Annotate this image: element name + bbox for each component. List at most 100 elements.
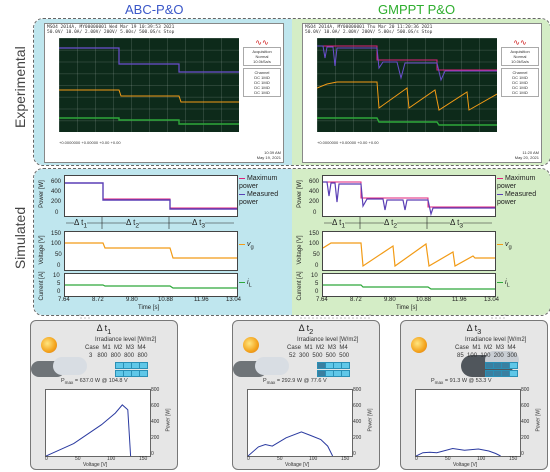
sim-left-current-ylabel: Current [A] <box>39 271 45 301</box>
pv-module-grid <box>485 362 518 377</box>
tick-label: 50 <box>313 252 320 258</box>
current-line <box>323 284 495 290</box>
pv-module-grid <box>115 362 148 377</box>
scope-trace-voltage-left <box>59 89 239 103</box>
scope-screen-right <box>317 38 497 132</box>
tick-label: 0 <box>57 263 61 269</box>
tick-label: 400 <box>521 419 530 425</box>
tick-label: 100 <box>309 241 320 247</box>
measured-power-line <box>65 182 237 210</box>
tick-label: 600 <box>309 179 320 185</box>
max-power-line <box>65 182 237 209</box>
pv-curve-plot-dt2 <box>247 389 353 457</box>
tick-label: 600 <box>521 403 530 409</box>
tick-label: 600 <box>51 179 62 185</box>
scope-channel-box: Channel DC 1MΩ DC 1MΩ DC 1MΩ DC 1MΩ <box>243 68 281 97</box>
tick-label: 150 <box>139 456 148 462</box>
scope-timestamp-right: 11:20 AM May 20, 2021 <box>514 150 539 160</box>
sun-icon <box>243 337 259 353</box>
sim-right-voltage-plot <box>322 231 496 271</box>
scope-trace-power-right <box>317 45 497 82</box>
tick-label: 200 <box>151 435 160 441</box>
tick-label: 200 <box>353 435 362 441</box>
tick-label: 0 <box>55 210 59 216</box>
tick-label: 0 <box>57 289 61 295</box>
irradiance-values: 3 800 800 800 800 <box>89 353 148 359</box>
tick-label: 200 <box>51 199 62 205</box>
header-gmppt-po: GMPPT P&O <box>378 2 456 17</box>
sim-right-voltage-legend: vg <box>497 241 512 251</box>
sim-right-voltage-ylabel: Voltage [V] <box>297 235 303 265</box>
tick-label: 100 <box>309 456 318 462</box>
current-line <box>65 284 237 289</box>
tick-label: 0 <box>315 263 319 269</box>
scope-acq-box: Acquisition Normal 10.0kSa/s <box>501 47 539 66</box>
tick-label: 100 <box>107 456 116 462</box>
power-axis-label: Power [W] <box>535 408 542 432</box>
scope-timestamp-left: 10:39 AM May 19, 2021 <box>256 150 281 160</box>
time-tick: 11.96 <box>452 297 467 303</box>
power-axis-label: Power [W] <box>165 408 172 432</box>
time-tick: 13.04 <box>484 297 500 303</box>
time-tick: 10.88 <box>158 297 174 303</box>
interval-label-dt3: Δ t3 <box>450 218 464 230</box>
tick-label: 800 <box>353 387 362 393</box>
tick-label: 0 <box>45 456 48 462</box>
scope-footer-right: +0.0000000 +0.00000 +0.00 +0.00 <box>317 140 379 145</box>
interval-label-dt1: Δ t1 <box>74 218 88 230</box>
pv-curve <box>416 447 501 456</box>
scope-trace-current-left <box>59 117 239 125</box>
time-tick: 10.88 <box>416 297 432 303</box>
irradiance-header: Case M1 M2 M3 M4 <box>85 345 146 351</box>
tick-label: 150 <box>509 456 518 462</box>
sim-right-current-legend: iL <box>497 279 510 289</box>
tick-label: 400 <box>151 419 160 425</box>
scope-side-panel-right: ∿∿ Acquisition Normal 10.0kSa/s Channel DC … <box>501 38 539 132</box>
time-tick: 8.72 <box>92 297 104 303</box>
sim-left-current-plot <box>64 273 238 297</box>
time-tick: 7.64 <box>58 297 70 303</box>
tick-label: 5 <box>315 281 319 287</box>
tick-label: 100 <box>51 241 62 247</box>
cloud-icon <box>53 357 87 375</box>
sim-right-power-ylabel: Power [W] <box>297 180 303 208</box>
voltage-axis-label: Voltage [V] <box>83 462 108 468</box>
tick-label: 50 <box>445 456 451 462</box>
interval-label-dt2: Δ t2 <box>384 218 398 230</box>
voltage-line <box>65 242 237 259</box>
sim-left-voltage-legend: vg <box>239 241 254 251</box>
time-axis-label: Time [s] <box>396 305 418 311</box>
tick-label: 0 <box>247 456 250 462</box>
sim-left-power-legend: Maximum power Measured power <box>239 175 279 206</box>
sim-left-voltage-ylabel: Voltage [V] <box>39 235 45 265</box>
scope-screen-left <box>59 38 239 132</box>
tick-label: 800 <box>521 387 530 393</box>
tick-label: 0 <box>313 210 317 216</box>
tick-label: 400 <box>51 189 62 195</box>
scope-waveform-icon: ∿∿ <box>255 38 269 47</box>
irradiance-title: Irradiance level [W/m2] <box>297 337 359 343</box>
card-title: Δ t1 <box>96 323 112 336</box>
pv-module-grid <box>317 362 350 377</box>
max-power-line <box>323 181 495 208</box>
irradiance-title: Irradiance level [W/m2] <box>95 337 157 343</box>
sim-left-voltage-plot <box>64 231 238 271</box>
interval-label-dt3: Δ t3 <box>192 218 206 230</box>
time-tick: 11.96 <box>194 297 209 303</box>
tick-label: 50 <box>75 456 81 462</box>
pv-curve-plot-dt3 <box>415 389 521 457</box>
row-label-experimental: Experimental <box>12 46 28 128</box>
scope-footer-left: +0.0000000 +0.00000 +0.00 +0.00 <box>59 140 121 145</box>
tick-label: 600 <box>353 403 362 409</box>
voltage-axis-label: Voltage [V] <box>285 462 310 468</box>
irradiance-values: 85 100 100 200 300 <box>457 353 518 359</box>
row-label-simulated: Simulated <box>12 206 28 270</box>
oscilloscope-left: MSO4 2014A, MY00000001 Wed Mar 19 10:39:… <box>44 23 284 163</box>
experimental-panel: MSO4 2014A, MY00000001 Wed Mar 19 10:39:… <box>33 18 550 166</box>
scope-channel-box: Channel DC 1MΩ DC 1MΩ DC 1MΩ DC 1MΩ <box>501 68 539 97</box>
scope-trace-current-right <box>317 117 497 126</box>
tick-label: 10 <box>311 273 318 279</box>
tick-label: 50 <box>55 252 62 258</box>
pv-curve <box>46 404 132 456</box>
simulated-panel: Power [W] 600 400 200 0 Maximum power Me… <box>33 168 550 316</box>
